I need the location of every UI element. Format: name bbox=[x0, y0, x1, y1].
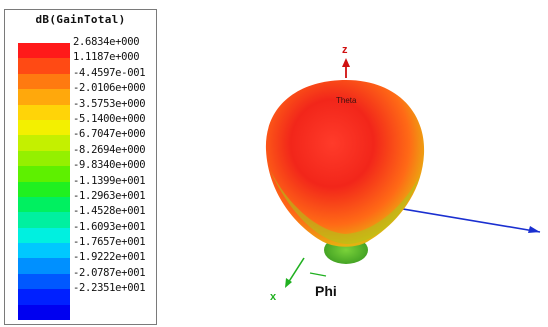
theta-label: Theta bbox=[336, 96, 357, 105]
legend-swatch bbox=[18, 273, 70, 290]
legend-tick-label: 1.1187e+000 bbox=[73, 51, 140, 64]
x-axis-line bbox=[287, 257, 305, 284]
lobe-shading bbox=[270, 170, 420, 244]
legend-tick-label: -1.4528e+001 bbox=[73, 205, 146, 218]
legend-tick-label: 2.6834e+000 bbox=[73, 36, 140, 48]
legend-swatch bbox=[18, 119, 70, 136]
legend-tick-label: -1.1399e+001 bbox=[73, 174, 146, 187]
legend-title: dB(GainTotal) bbox=[35, 13, 126, 26]
radiation-pattern-svg: z Theta x Phi bbox=[265, 44, 541, 303]
legend-swatch bbox=[18, 243, 70, 259]
phi-arc-marker bbox=[309, 272, 327, 277]
legend-tick-label: -2.0787e+001 bbox=[73, 266, 146, 279]
color-legend: dB(GainTotal) 2.6834e+000 1.1187e+000 -4.4… bbox=[4, 9, 157, 325]
legend-swatch bbox=[18, 104, 70, 120]
legend-tick-label: -1.6093e+001 bbox=[73, 220, 146, 233]
legend-tick-label: -2.2351e+001 bbox=[73, 282, 146, 295]
legend-swatch bbox=[18, 181, 70, 197]
y-axis-arrowhead bbox=[528, 226, 540, 233]
legend-tick-label: -1.2963e+001 bbox=[73, 189, 146, 202]
legend-tick-label: -2.0106e+000 bbox=[73, 82, 146, 95]
main-lobe bbox=[265, 80, 425, 247]
legend-swatch bbox=[18, 150, 70, 167]
legend-tick-label: -1.7657e+001 bbox=[73, 236, 146, 249]
z-axis-arrowhead bbox=[342, 58, 350, 67]
legend-tick-labels: 2.6834e+000 1.1187e+000 -4.4597e-001 -2.010… bbox=[73, 35, 157, 297]
legend-tick-label: -1.9222e+001 bbox=[73, 251, 146, 264]
legend-swatch bbox=[18, 58, 70, 74]
legend-swatch bbox=[18, 89, 70, 105]
legend-swatch bbox=[18, 258, 70, 274]
x-axis-arrowhead bbox=[285, 278, 292, 288]
legend-swatch bbox=[18, 135, 70, 151]
legend-tick-label: -9.8340e+000 bbox=[73, 159, 146, 172]
legend-swatch bbox=[18, 73, 70, 90]
legend-tick-label: -6.7047e+000 bbox=[73, 128, 146, 141]
phi-label: Phi bbox=[315, 283, 337, 299]
legend-swatch bbox=[18, 289, 70, 305]
legend-tick-label: -8.2694e+000 bbox=[73, 143, 146, 156]
legend-swatch bbox=[18, 43, 70, 59]
legend-swatch bbox=[18, 227, 70, 244]
legend-swatch bbox=[18, 212, 70, 228]
radiation-pattern-3d-view[interactable]: z Theta x Phi bbox=[170, 0, 548, 327]
x-axis-label: x bbox=[270, 291, 277, 303]
legend-swatch bbox=[18, 166, 70, 182]
legend-color-bar bbox=[18, 43, 70, 321]
legend-tick-label: -5.1400e+000 bbox=[73, 112, 146, 125]
z-axis-label: z bbox=[342, 44, 348, 56]
legend-swatch bbox=[18, 196, 70, 213]
legend-swatch bbox=[18, 304, 70, 321]
legend-tick-label: -3.5753e+000 bbox=[73, 97, 146, 110]
legend-tick-label: -4.4597e-001 bbox=[73, 66, 146, 79]
